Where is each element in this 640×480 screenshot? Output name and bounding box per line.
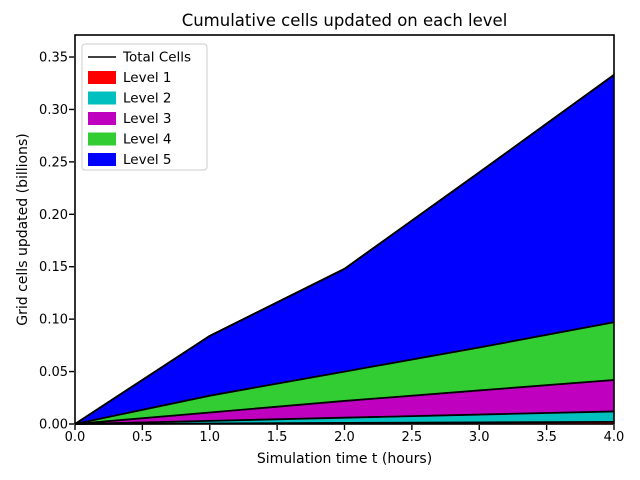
legend-entry-label: Level 1	[123, 70, 172, 86]
legend: Total Cells Level 1 Level 2 Level 3 Level 4 L…	[81, 43, 208, 171]
boundary-line-level-3	[74, 379, 615, 425]
legend-patch-swatch	[88, 91, 116, 105]
y-tick-label: 0.25	[39, 155, 68, 170]
legend-patch-swatch	[88, 153, 116, 166]
x-tick-label: 2.0	[334, 430, 355, 445]
legend-entry-label: Total Cells	[122, 50, 191, 66]
x-tick-label: 2.5	[402, 430, 423, 445]
y-tick-label: 0.30	[39, 103, 68, 118]
x-tick-label: 1.5	[267, 430, 288, 445]
y-tick-label: 0.10	[39, 313, 68, 328]
legend-patch-swatch	[88, 71, 116, 84]
total-cells-line	[74, 74, 615, 425]
legend-patch-swatch	[88, 112, 116, 125]
y-tick-label: 0.20	[39, 208, 68, 223]
boundary-line-level-4	[74, 321, 615, 425]
x-axis-label: Simulation time t (hours)	[257, 451, 432, 467]
y-tick-label: 0.05	[39, 365, 68, 380]
legend-patch-swatch	[88, 132, 116, 146]
legend-entry-label: Level 4	[123, 132, 172, 148]
y-tick-label: 0.35	[39, 51, 68, 66]
x-tick-label: 0.0	[65, 430, 86, 445]
y-axis-label: Grid cells updated (billions)	[15, 133, 31, 325]
x-tick-label: 0.5	[132, 430, 153, 445]
x-tick-label: 1.0	[199, 430, 220, 445]
plot-frame	[74, 34, 615, 425]
axis-ticks: 0.0 0.5 1.0 1.5 2.0 2.5 3.0 3.5 4.0 0.00 0.05 0.10 0…	[39, 51, 624, 445]
chart-title: Cumulative cells updated on each level	[182, 11, 508, 30]
x-tick-label: 3.0	[469, 430, 490, 445]
y-tick-label: 0.00	[39, 418, 68, 433]
legend-entry-label: Level 5	[123, 152, 172, 168]
legend-entry-label: Level 2	[123, 91, 172, 107]
x-tick-label: 3.5	[536, 430, 557, 445]
legend-entry-label: Level 3	[123, 111, 172, 127]
y-tick-label: 0.15	[39, 260, 68, 275]
x-tick-label: 4.0	[604, 430, 625, 445]
boundary-line-level-2	[74, 410, 615, 425]
